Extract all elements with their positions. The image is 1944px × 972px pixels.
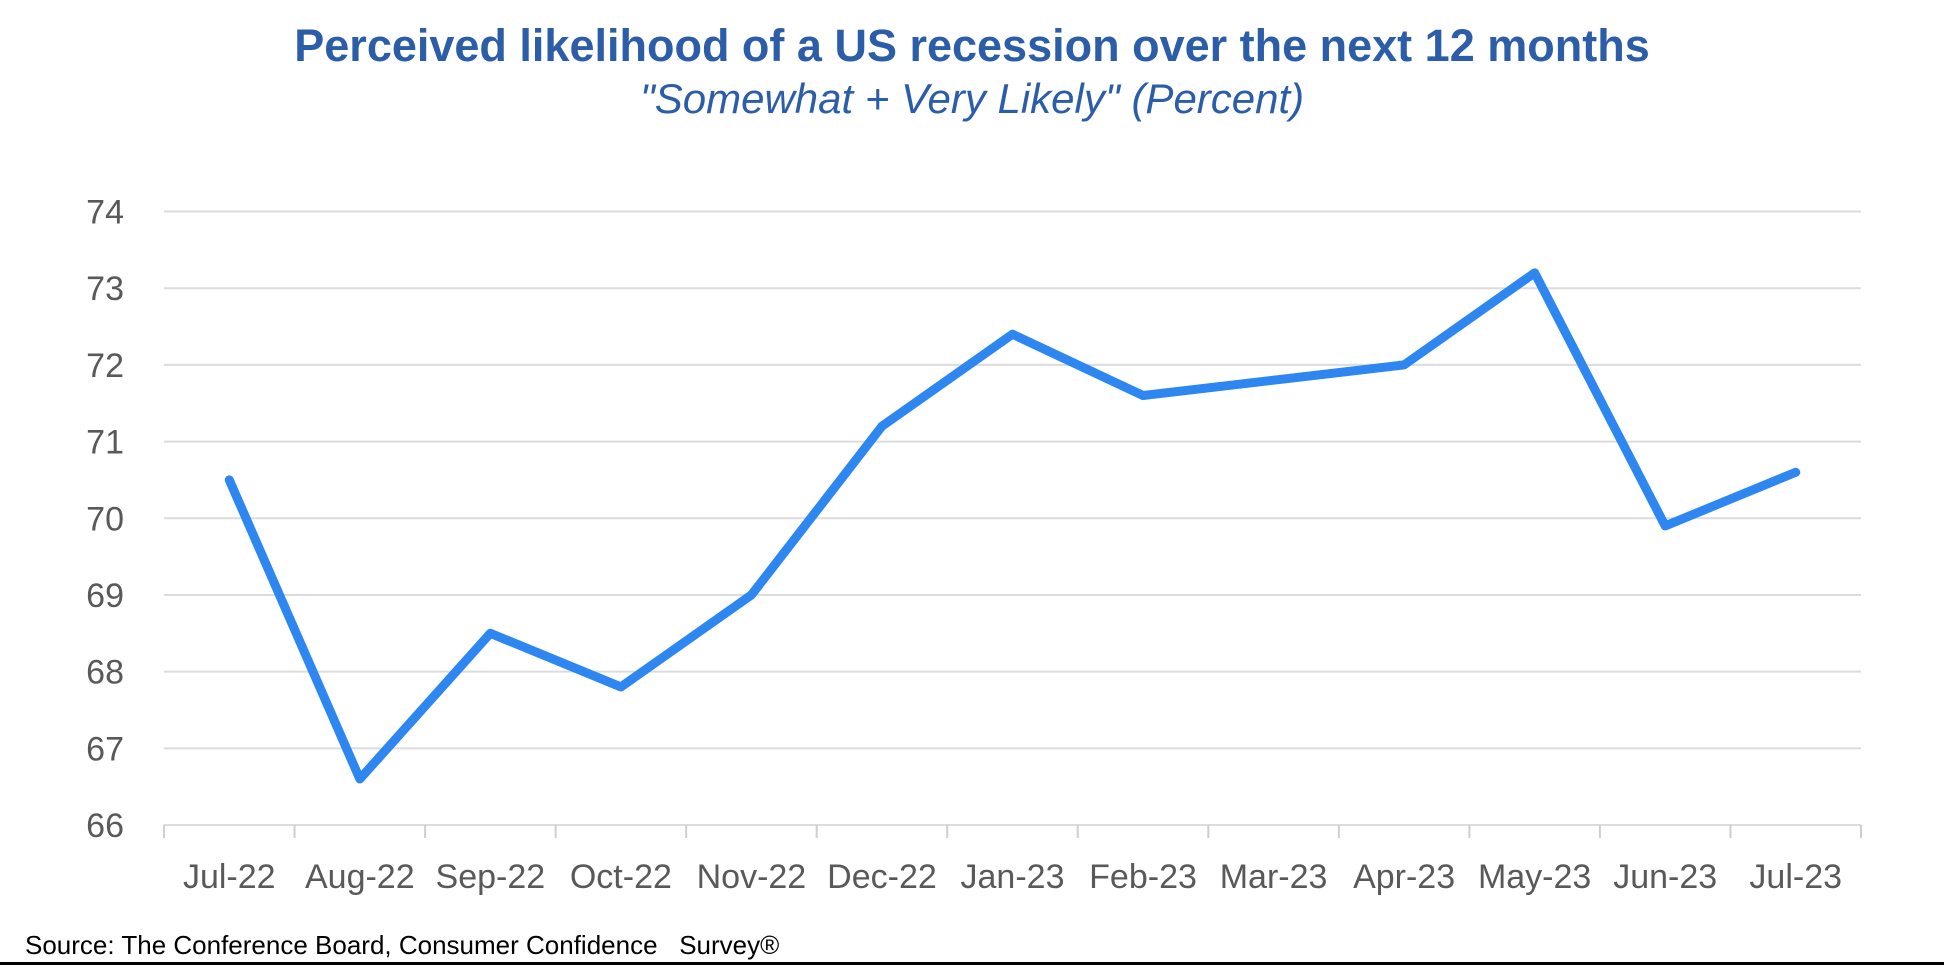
source-note: Source: The Conference Board, Consumer C… [25, 930, 780, 960]
x-tick-label: Apr-23 [1353, 858, 1455, 896]
x-tick-label: Dec-22 [827, 858, 937, 896]
y-tick-label: 71 [86, 424, 124, 462]
y-tick-label: 67 [86, 730, 124, 768]
y-tick-label: 70 [86, 500, 124, 538]
x-tick-label: May-23 [1478, 858, 1591, 896]
x-tick-label: Jul-22 [183, 858, 276, 896]
x-tick-label: Mar-23 [1220, 858, 1328, 896]
chart-subtitle: "Somewhat + Very Likely" (Percent) [639, 75, 1305, 122]
x-tick-label: Nov-22 [697, 858, 807, 896]
chart-title: Perceived likelihood of a US recession o… [294, 20, 1650, 71]
x-tick-label: Aug-22 [305, 858, 415, 896]
x-tick-label: Jan-23 [961, 858, 1065, 896]
x-tick-label: Jun-23 [1613, 858, 1717, 896]
y-tick-label: 66 [86, 807, 124, 845]
x-tick-label: Oct-22 [570, 858, 672, 896]
x-tick-label: Jul-23 [1749, 858, 1842, 896]
y-tick-label: 74 [86, 194, 124, 232]
y-tick-label: 72 [86, 347, 124, 385]
x-tick-label: Feb-23 [1089, 858, 1197, 896]
data-series-line [224, 268, 1801, 784]
y-tick-label: 68 [86, 654, 124, 692]
x-tick-label: Sep-22 [436, 858, 546, 896]
chart-header: Perceived likelihood of a US recession o… [0, 20, 1944, 124]
bottom-divider [0, 962, 1944, 965]
y-tick-label: 73 [86, 270, 124, 308]
y-tick-label: 69 [86, 577, 124, 615]
